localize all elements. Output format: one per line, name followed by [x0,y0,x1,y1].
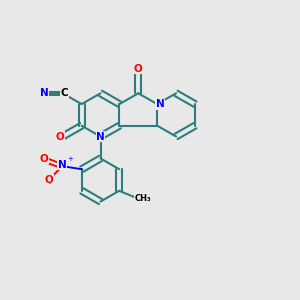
Text: N: N [96,131,105,142]
Text: +: + [68,156,74,162]
Text: O: O [55,131,64,142]
Text: N: N [40,88,49,98]
Text: O: O [40,154,49,164]
Text: C: C [60,88,68,98]
Text: -: - [49,180,51,186]
Text: N: N [156,99,165,109]
Text: N: N [58,160,67,170]
Text: O: O [44,175,53,185]
Text: O: O [134,64,143,74]
Text: CH₃: CH₃ [134,194,151,203]
